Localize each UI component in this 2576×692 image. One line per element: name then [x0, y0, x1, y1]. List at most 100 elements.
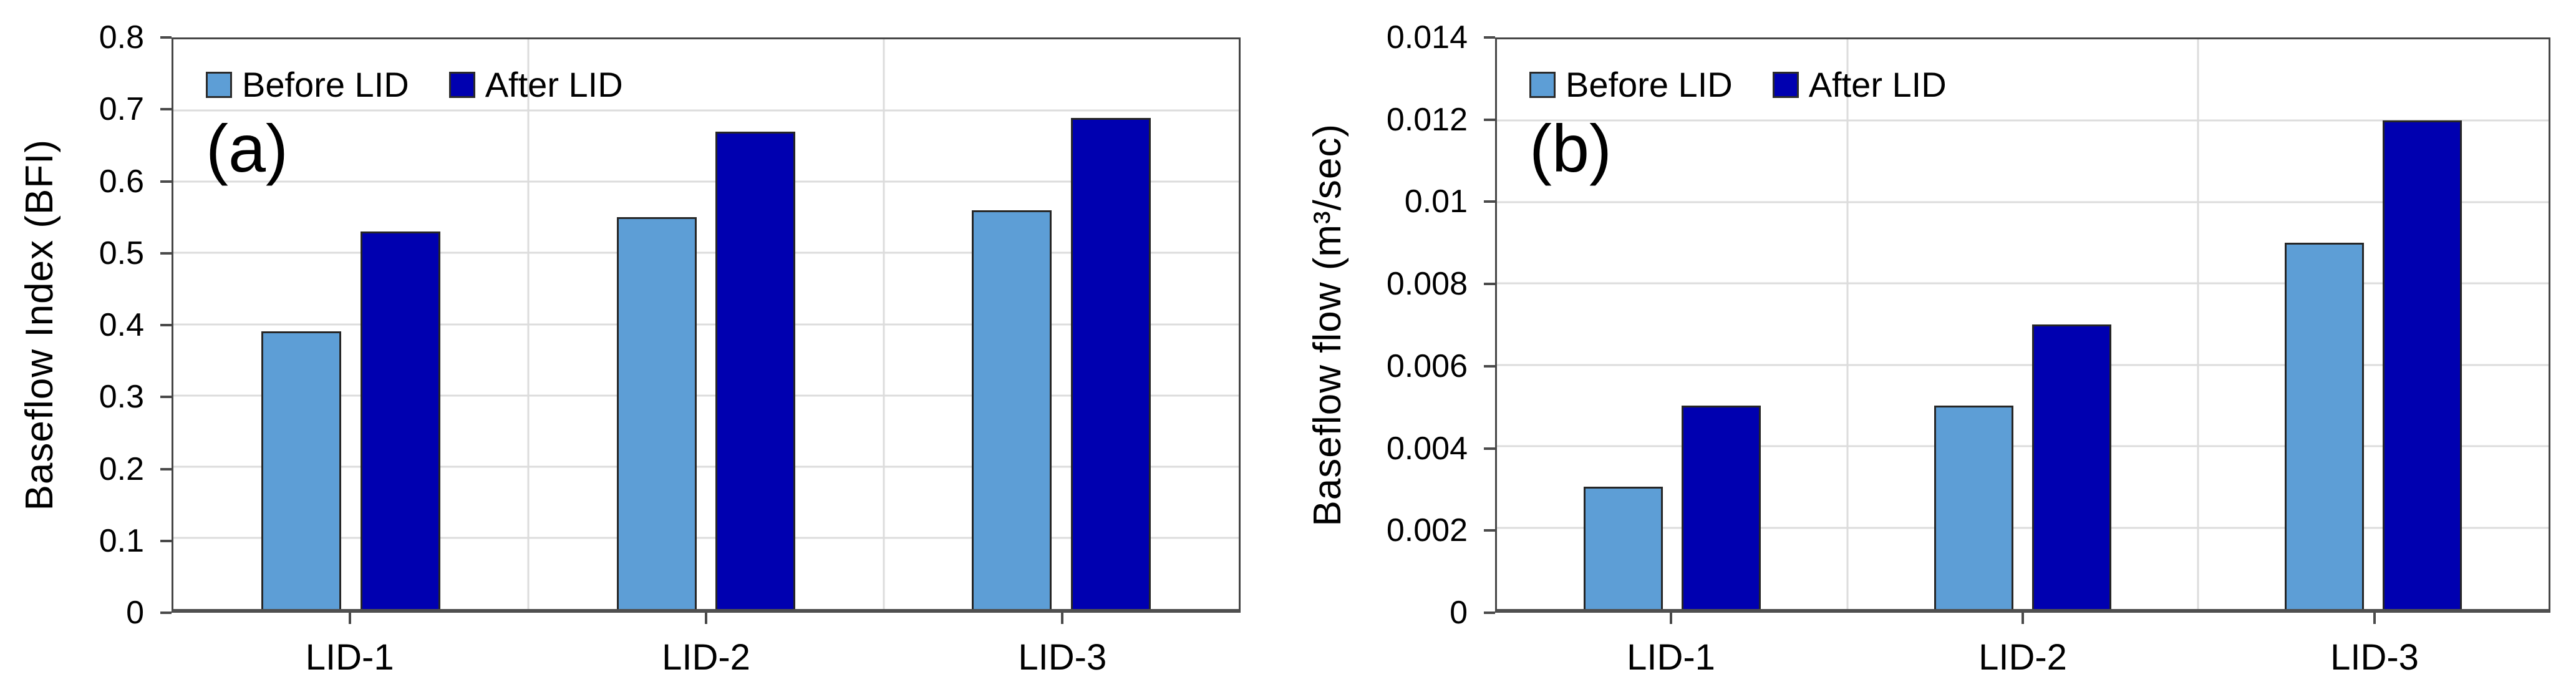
- legend-a: Before LID After LID: [206, 64, 623, 105]
- y-tick-label: 0.1: [99, 522, 144, 559]
- y-tick-mark: [160, 396, 172, 399]
- vertical-gridline: [883, 39, 885, 609]
- vertical-gridline: [2197, 39, 2199, 609]
- y-tick-mark: [160, 36, 172, 39]
- plot-area-b: Before LID After LID (b): [1495, 37, 2550, 613]
- bar-after-lid-lid-2: [2032, 324, 2111, 609]
- y-tick-label: 0: [126, 595, 144, 631]
- legend-item-after-lid: After LID: [448, 64, 623, 105]
- legend-swatch-before-lid: [206, 71, 232, 98]
- y-tick-label: 0.5: [99, 235, 144, 271]
- y-tick-label: 0: [1450, 595, 1468, 631]
- y-tick-label: 0.4: [99, 307, 144, 343]
- x-category-label-lid-2: LID-2: [1978, 637, 2067, 678]
- horizontal-gridline: [173, 180, 1239, 183]
- y-tick-mark: [160, 539, 172, 542]
- legend-swatch-after-lid: [1772, 71, 1799, 98]
- y-tick-label: 0.004: [1386, 430, 1468, 467]
- panel-a: Baseflow Index (BFI) 0.8 0.7 0.6 0.5 0.4 0.3 0…: [0, 19, 1241, 692]
- bar-before-lid-lid-3: [971, 210, 1052, 609]
- legend-item-before-lid: Before LID: [206, 64, 409, 105]
- horizontal-gridline: [1497, 282, 2549, 285]
- y-tick-mark: [1484, 118, 1495, 121]
- bar-before-lid-lid-1: [261, 331, 342, 609]
- x-tick-mark: [1669, 613, 1672, 624]
- y-tick-label: 0.014: [1386, 19, 1468, 56]
- y-tick-label: 0.7: [99, 91, 144, 128]
- horizontal-gridline: [1497, 201, 2549, 203]
- y-tick-label: 0.012: [1386, 101, 1468, 138]
- legend-item-after-lid: After LID: [1772, 64, 1947, 105]
- x-category-label-lid-2: LID-2: [662, 637, 750, 678]
- panel-b: Baseflow flow (m³/sec) 0.014 0.012 0.01 0.0…: [1288, 0, 2576, 692]
- horizontal-gridline: [173, 465, 1239, 468]
- horizontal-gridline: [173, 323, 1239, 325]
- y-tick-mark: [1484, 529, 1495, 532]
- y-tick-mark: [160, 467, 172, 470]
- panel-letter-a: (a): [206, 110, 288, 186]
- x-tick-mark: [348, 613, 351, 624]
- x-axis-labels-b: LID-1 LID-2 LID-3: [1495, 613, 2550, 692]
- bar-before-lid-lid-3: [2285, 243, 2364, 609]
- y-axis-ticks-a: 0.8 0.7 0.6 0.5 0.4 0.3 0.2 0.1 0: [0, 19, 172, 631]
- x-category-label-lid-1: LID-1: [305, 637, 394, 678]
- y-tick-label: 0.3: [99, 379, 144, 416]
- horizontal-gridline: [1497, 119, 2549, 122]
- horizontal-gridline: [1497, 364, 2549, 366]
- y-tick-mark: [1484, 447, 1495, 450]
- bar-before-lid-lid-2: [616, 217, 697, 609]
- horizontal-gridline: [173, 251, 1239, 254]
- legend-label-after-lid: After LID: [1808, 65, 1947, 104]
- y-tick-mark: [160, 180, 172, 183]
- legend-swatch-after-lid: [448, 71, 475, 98]
- legend-swatch-before-lid: [1529, 71, 1556, 98]
- y-tick-mark: [1484, 612, 1495, 614]
- y-tick-mark: [1484, 36, 1495, 39]
- legend-item-before-lid: Before LID: [1529, 64, 1733, 105]
- horizontal-gridline: [173, 394, 1239, 397]
- y-tick-label: 0.01: [1404, 183, 1468, 220]
- y-tick-mark: [160, 108, 172, 111]
- x-tick-mark: [1061, 613, 1064, 624]
- y-tick-mark: [1484, 364, 1495, 368]
- legend-label-before-lid: Before LID: [242, 65, 409, 104]
- horizontal-gridline: [1497, 445, 2549, 447]
- bar-after-lid-lid-3: [2383, 120, 2462, 609]
- x-category-label-lid-1: LID-1: [1627, 637, 1715, 678]
- y-tick-label: 0.006: [1386, 348, 1468, 384]
- x-tick-mark: [705, 613, 707, 624]
- y-tick-label: 0.8: [99, 19, 144, 56]
- y-tick-mark: [160, 612, 172, 614]
- y-tick-mark: [1484, 200, 1495, 203]
- y-tick-label: 0.002: [1386, 512, 1468, 549]
- y-tick-label: 0.6: [99, 163, 144, 200]
- y-tick-label: 0.008: [1386, 266, 1468, 303]
- bar-after-lid-lid-3: [1070, 117, 1151, 609]
- y-axis-ticks-b: 0.014 0.012 0.01 0.008 0.006 0.004 0.002 0: [1288, 19, 1495, 631]
- vertical-gridline: [527, 39, 530, 609]
- y-tick-mark: [160, 324, 172, 326]
- bar-before-lid-lid-1: [1584, 487, 1663, 609]
- x-axis-labels-a: LID-1 LID-2 LID-3: [172, 613, 1241, 692]
- horizontal-gridline: [173, 537, 1239, 539]
- y-tick-mark: [160, 251, 172, 255]
- legend-label-after-lid: After LID: [485, 65, 623, 104]
- x-category-label-lid-3: LID-3: [1018, 637, 1107, 678]
- horizontal-gridline: [1497, 527, 2549, 529]
- legend-label-before-lid: Before LID: [1566, 65, 1733, 104]
- y-tick-label: 0.2: [99, 451, 144, 487]
- x-tick-mark: [2022, 613, 2024, 624]
- legend-b: Before LID After LID: [1529, 64, 1947, 105]
- panel-letter-b: (b): [1529, 110, 1612, 186]
- bar-before-lid-lid-2: [1934, 405, 2013, 609]
- x-category-label-lid-3: LID-3: [2330, 637, 2419, 678]
- bar-after-lid-lid-1: [1682, 405, 1761, 609]
- bar-after-lid-lid-1: [361, 231, 441, 609]
- vertical-gridline: [1846, 39, 1849, 609]
- bar-after-lid-lid-2: [715, 132, 796, 609]
- x-tick-mark: [2373, 613, 2376, 624]
- horizontal-gridline: [173, 109, 1239, 112]
- plot-area-a: Before LID After LID (a): [172, 37, 1241, 613]
- y-tick-mark: [1484, 283, 1495, 286]
